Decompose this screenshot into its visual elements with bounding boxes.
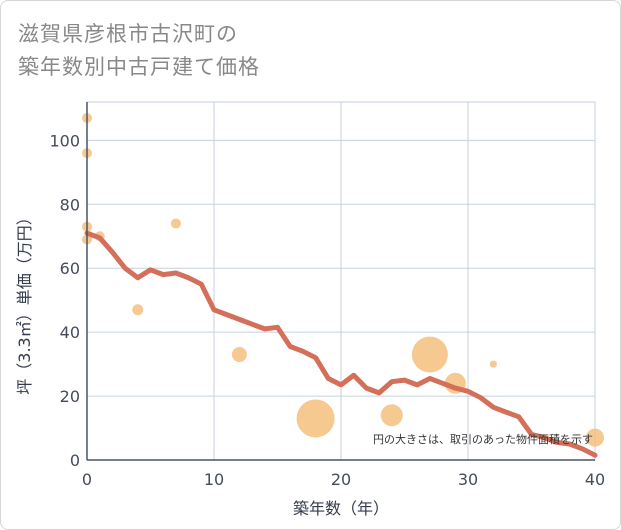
x-tick-label: 20 bbox=[331, 470, 351, 489]
x-tick-label: 0 bbox=[82, 470, 92, 489]
chart-title-line2: 築年数別中古戸建て価格 bbox=[18, 55, 260, 79]
y-axis-label: 坪（3.3㎡）単価（万円） bbox=[15, 209, 34, 394]
tick-labels: 0 10 20 30 40 0 20 40 60 80 100 bbox=[49, 131, 605, 489]
axes bbox=[86, 102, 595, 461]
y-tick-label: 100 bbox=[49, 131, 80, 150]
x-axis-label: 築年数（年） bbox=[293, 499, 389, 518]
data-bubble bbox=[132, 304, 144, 316]
y-tick-label: 40 bbox=[60, 323, 80, 342]
x-tick-label: 30 bbox=[458, 470, 478, 489]
data-bubble bbox=[170, 218, 181, 229]
y-tick-label: 0 bbox=[70, 451, 80, 470]
x-tick-label: 10 bbox=[204, 470, 224, 489]
chart-title-line1: 滋賀県彦根市古沢町の bbox=[18, 22, 238, 46]
grid-lines bbox=[86, 101, 596, 461]
data-bubble bbox=[489, 360, 497, 368]
data-bubble bbox=[380, 404, 403, 427]
y-tick-label: 20 bbox=[60, 387, 80, 406]
bubble-size-note: 円の大きさは、取引のあった物件面積を示す bbox=[373, 432, 593, 446]
chart-title: 滋賀県彦根市古沢町の 築年数別中古戸建て価格 bbox=[18, 18, 260, 84]
x-tick-label: 40 bbox=[585, 470, 605, 489]
average-price-line bbox=[84, 230, 598, 458]
data-bubble bbox=[231, 347, 247, 363]
data-bubble bbox=[411, 336, 448, 373]
y-tick-label: 80 bbox=[60, 195, 80, 214]
data-bubble bbox=[296, 399, 335, 438]
bubble-layer bbox=[82, 112, 604, 447]
y-tick-label: 60 bbox=[60, 259, 80, 278]
data-bubble bbox=[586, 428, 604, 447]
